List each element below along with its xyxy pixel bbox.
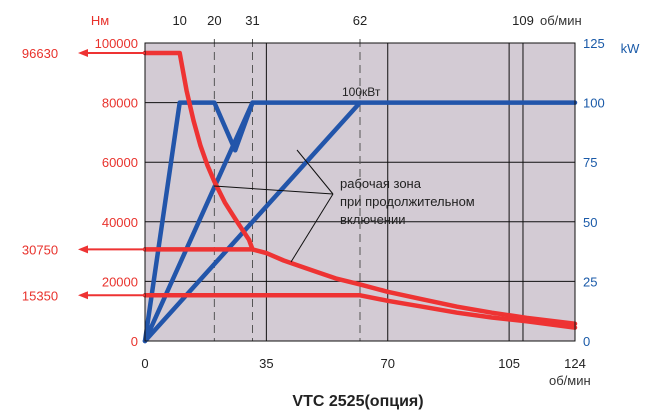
annotation-line-3: включении <box>340 212 406 227</box>
top-tick-label: 109 <box>512 13 534 28</box>
right-tick-label: 50 <box>583 215 597 230</box>
annotation-leaders <box>213 149 334 263</box>
torque-line <box>142 50 255 252</box>
torque-line <box>357 293 578 330</box>
power-line <box>142 100 578 344</box>
right-tick-label: 0 <box>583 334 590 349</box>
callout-arrow-head <box>78 291 88 300</box>
top-tick-label: 20 <box>207 13 221 28</box>
annotation-line-2: при продолжительном <box>340 194 475 209</box>
bottom-tick-label: 0 <box>141 356 148 371</box>
bottom-axis-unit: об/мин <box>549 373 591 388</box>
callout-arrow-head <box>78 49 88 58</box>
annotation-line-1: рабочая зона <box>340 176 422 191</box>
plot-frame <box>144 42 576 342</box>
top-tick-label: 62 <box>353 13 367 28</box>
leader-line-3 <box>290 193 334 263</box>
left-tick-label: 100000 <box>95 36 138 51</box>
power-line <box>142 100 363 344</box>
callouts: 96630 30750 15350 <box>22 46 145 303</box>
power-line <box>142 100 255 344</box>
bottom-tick-label: 124 <box>564 356 586 371</box>
callout-arrow-head <box>78 245 88 254</box>
right-tick-label: 125 <box>583 36 605 51</box>
left-tick-label: 80000 <box>102 96 138 111</box>
bottom-tick-label: 35 <box>259 356 273 371</box>
left-tick-label: 60000 <box>102 155 138 170</box>
power-label: 100кВт <box>342 85 381 99</box>
right-axis-unit: kW <box>621 41 641 56</box>
left-tick-label: 40000 <box>102 215 138 230</box>
torque-line <box>250 247 578 326</box>
axes: 0200004000060000800001000000255075100125… <box>95 13 605 371</box>
torque-callout-label: 96630 <box>22 46 58 61</box>
left-tick-label: 20000 <box>102 274 138 289</box>
leader-line-2 <box>296 149 334 195</box>
bottom-tick-label: 105 <box>498 356 520 371</box>
chart-title: VTC 2525(опция) <box>292 393 423 410</box>
right-tick-label: 75 <box>583 155 597 170</box>
right-tick-label: 100 <box>583 96 605 111</box>
right-tick-label: 25 <box>583 274 597 289</box>
bottom-tick-label: 70 <box>381 356 395 371</box>
top-tick-label: 10 <box>172 13 186 28</box>
top-tick-label: 31 <box>245 13 259 28</box>
top-axis-unit: об/мин <box>540 13 582 28</box>
series-group <box>142 50 578 344</box>
torque-callout-label: 15350 <box>22 288 58 303</box>
left-tick-label: 0 <box>131 334 138 349</box>
leader-line-1 <box>213 185 334 195</box>
left-axis-unit: Нм <box>91 13 109 28</box>
torque-callout-label: 30750 <box>22 242 58 257</box>
